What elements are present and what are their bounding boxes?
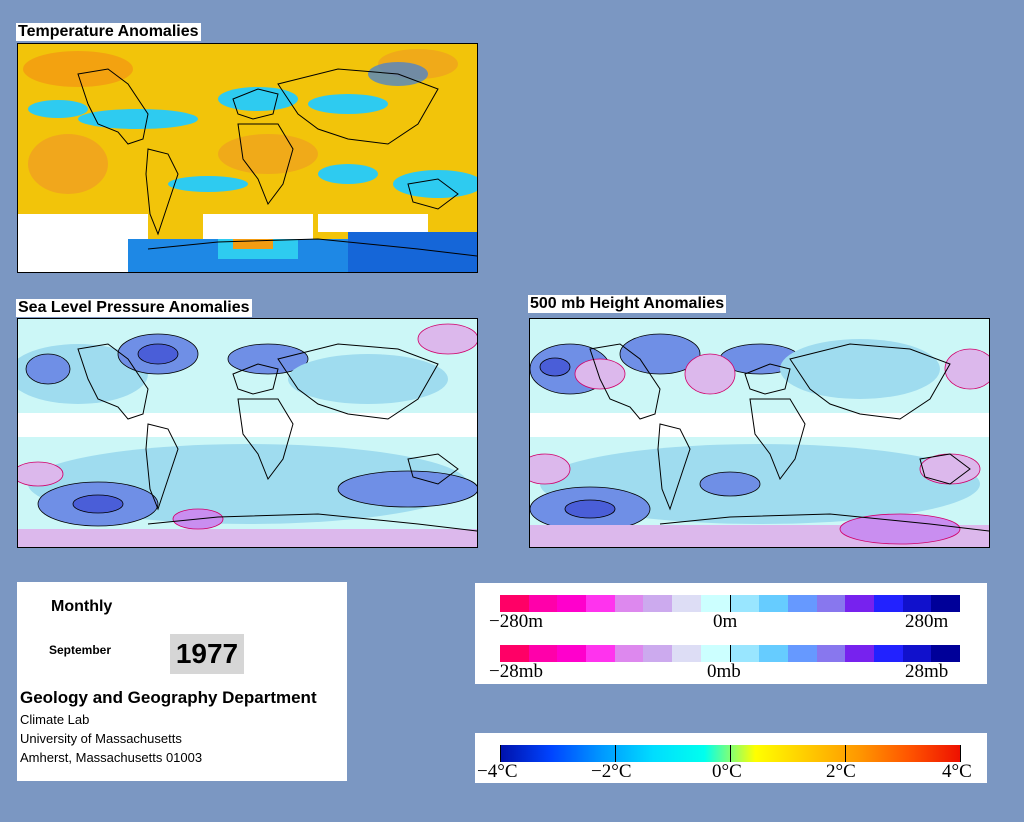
colorbar-swatch	[672, 645, 701, 662]
colorbar-swatch	[845, 645, 874, 662]
temperature-tick-mark	[500, 745, 501, 762]
colorbar-swatch	[729, 595, 760, 612]
year-label: 1977	[170, 634, 244, 674]
colorbar-swatch	[672, 595, 701, 612]
colorbar-swatch	[643, 645, 673, 662]
colorbar-swatch	[873, 595, 903, 612]
colorbar-swatch	[816, 645, 846, 662]
colorbar-swatch	[902, 595, 932, 612]
colorbar-swatch	[787, 595, 817, 612]
colorbar-swatch	[816, 595, 846, 612]
month-label: September	[49, 643, 112, 657]
colorbar-swatch	[528, 595, 558, 612]
colorbar-swatch	[931, 595, 960, 612]
temperature-colorbar	[500, 745, 961, 762]
temp-tick-minus2: −2°C	[591, 761, 632, 782]
colorbar-swatch	[902, 645, 932, 662]
slp-map-title: Sea Level Pressure Anomalies	[16, 299, 252, 317]
slp-anomaly-map	[17, 318, 478, 548]
height-tick-min: −280m	[489, 611, 543, 632]
period-label: Monthly	[51, 598, 113, 615]
temperature-tick-mark	[845, 745, 846, 762]
height-tick-zero: 0m	[713, 611, 738, 632]
temperature-tick-mark	[960, 745, 961, 762]
pressure-height-legend: −280m 0m 280m −28mb 0mb 28mb	[475, 583, 987, 684]
colorbar-swatch	[787, 645, 817, 662]
colorbar-swatch	[729, 645, 760, 662]
colorbar-swatch	[643, 595, 673, 612]
slp-colorbar	[500, 645, 960, 662]
temperature-legend: −4°C −2°C 0°C 2°C 4°C	[475, 733, 987, 783]
colorbar-swatch	[873, 645, 903, 662]
colorbar-swatch	[586, 645, 615, 662]
slp-tick-max: 28mb	[905, 661, 949, 682]
department-label: Geology and Geography Department	[20, 688, 317, 707]
colorbar-swatch	[759, 645, 788, 662]
temp-tick-plus2: 2°C	[826, 761, 856, 782]
colorbar-swatch	[528, 645, 558, 662]
colorbar-swatch	[586, 595, 615, 612]
university-label: University of Massachusetts	[20, 731, 182, 746]
colorbar-swatch	[759, 595, 788, 612]
colorbar-swatch	[700, 595, 730, 612]
temp-tick-plus4: 4°C	[942, 761, 972, 782]
height-tick-max: 280m	[905, 611, 949, 632]
colorbar-swatch	[500, 645, 529, 662]
info-panel: Monthly September 1977 Geology and Geogr…	[17, 582, 347, 781]
height500-anomaly-map	[529, 318, 990, 548]
temperature-tick-mark	[730, 745, 731, 762]
colorbar-swatch	[614, 595, 644, 612]
temperature-map-title: Temperature Anomalies	[16, 23, 201, 41]
colorbar-swatch	[614, 645, 644, 662]
temperature-anomaly-map	[17, 43, 478, 273]
slp-tick-min: −28mb	[489, 661, 543, 682]
temp-tick-zero: 0°C	[712, 761, 742, 782]
temperature-tick-mark	[615, 745, 616, 762]
colorbar-swatch	[500, 595, 529, 612]
colorbar-swatch	[557, 595, 587, 612]
address-label: Amherst, Massachusetts 01003	[20, 750, 203, 765]
slp-tick-zero: 0mb	[707, 661, 741, 682]
colorbar-swatch	[931, 645, 960, 662]
lab-label: Climate Lab	[20, 712, 90, 727]
colorbar-swatch	[700, 645, 730, 662]
colorbar-swatch	[557, 645, 587, 662]
colorbar-swatch	[845, 595, 874, 612]
height-colorbar	[500, 595, 960, 612]
temp-tick-minus4: −4°C	[477, 761, 518, 782]
height500-map-title: 500 mb Height Anomalies	[528, 295, 727, 313]
